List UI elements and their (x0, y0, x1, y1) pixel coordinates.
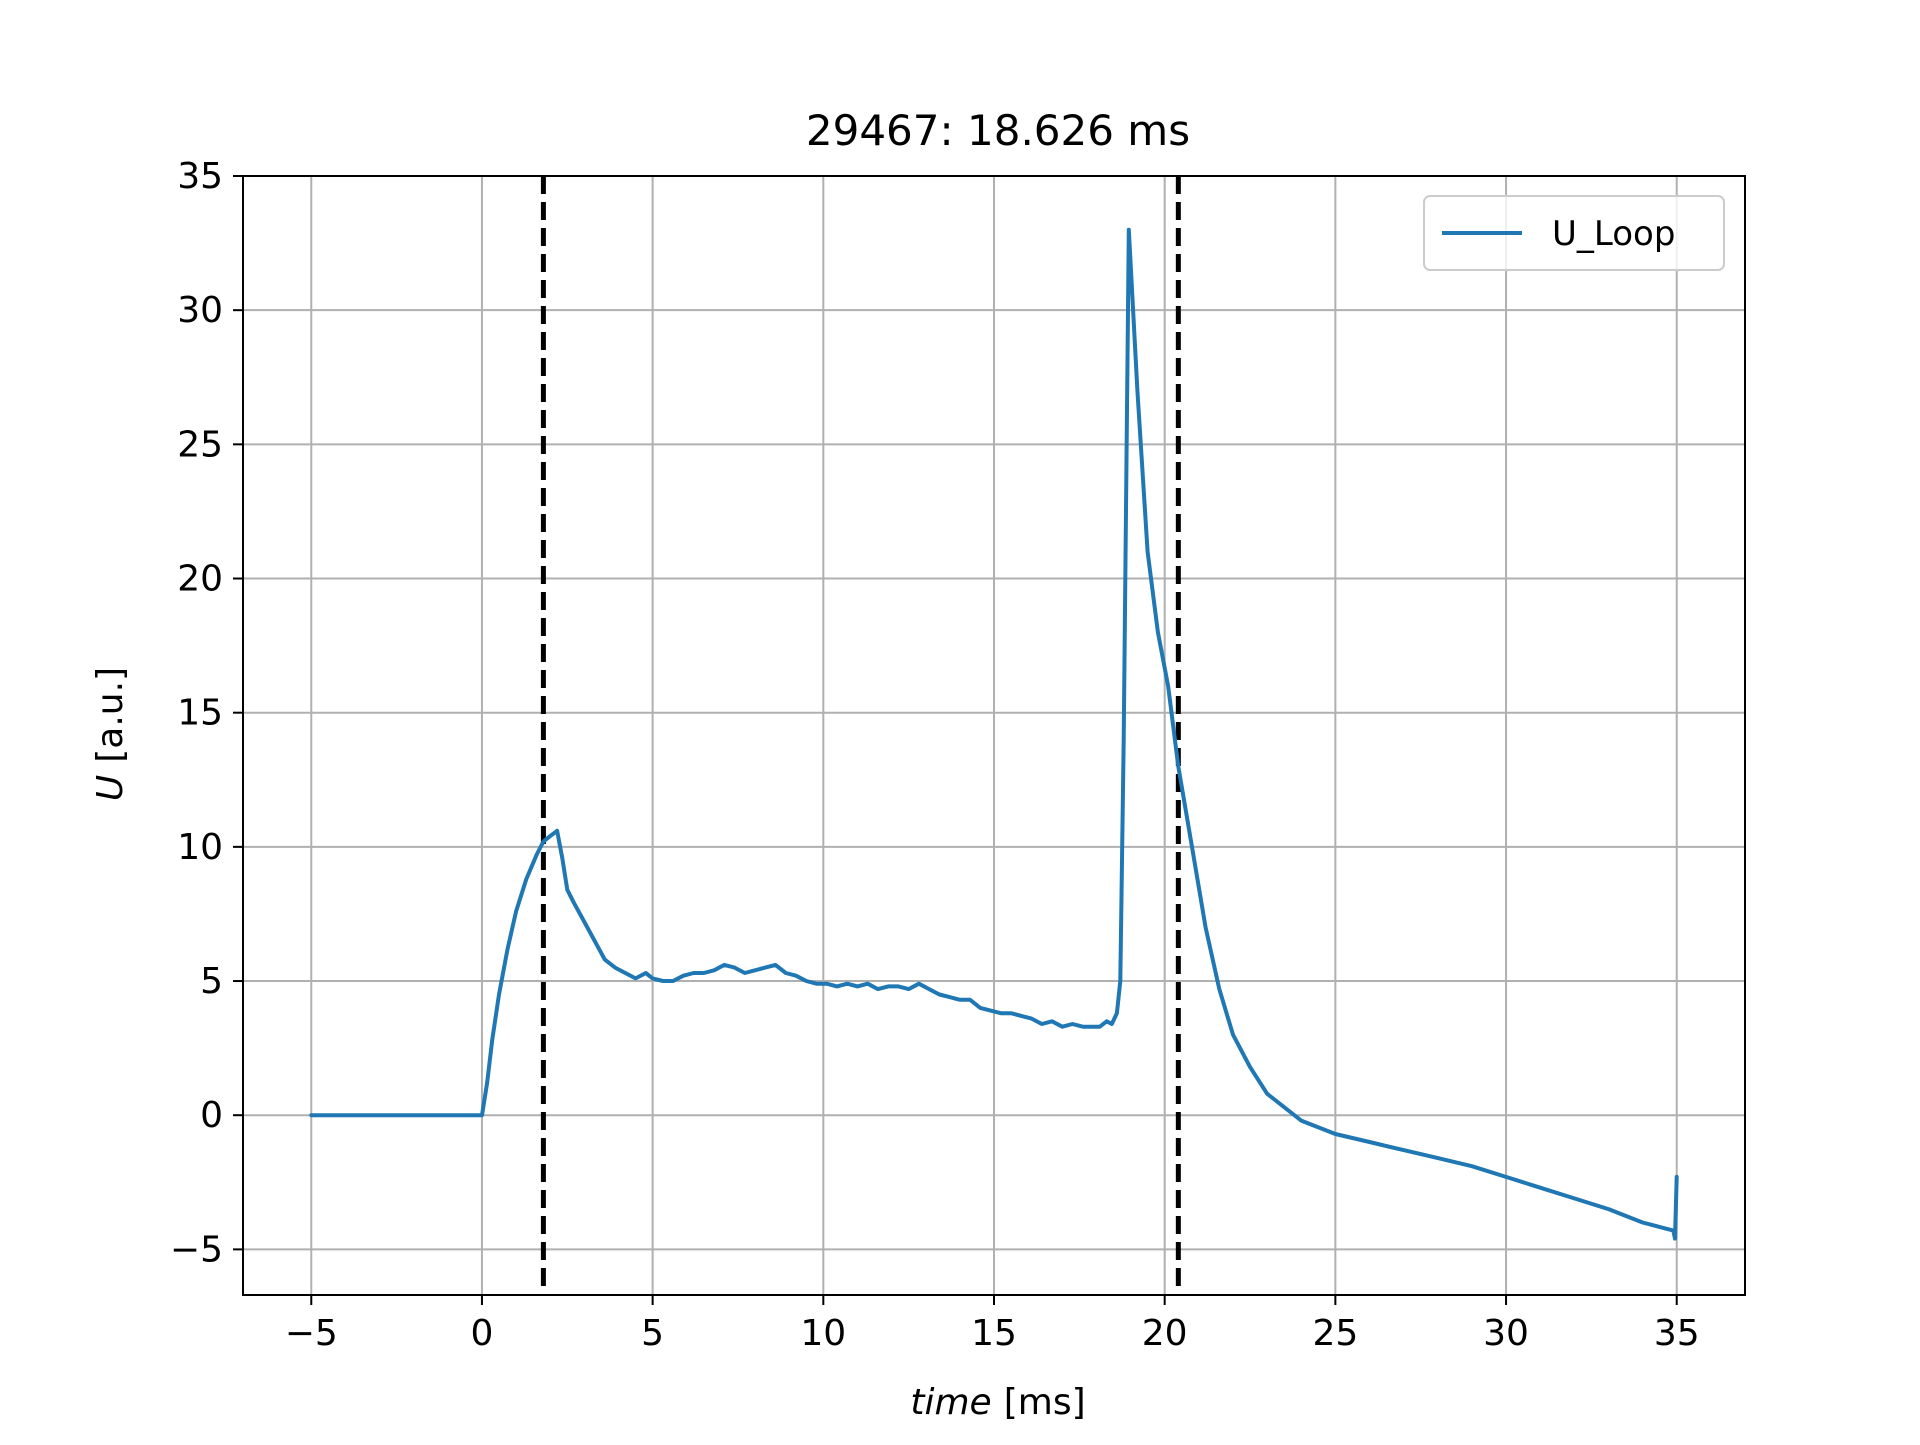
x-tick-label: 0 (471, 1313, 494, 1354)
y-axis-label-unit: [a.u.] (90, 667, 131, 763)
y-tick-label: 30 (177, 290, 223, 331)
y-tick-label: 5 (200, 961, 223, 1002)
y-tick-label: 10 (177, 827, 223, 868)
vertical-markers (540, 176, 1181, 1295)
x-axis-label-unit: [ms] (1004, 1382, 1086, 1423)
x-tick-label: −5 (285, 1313, 338, 1354)
y-tick-label: 20 (177, 559, 223, 600)
series-line-u-loop (309, 227, 1679, 1241)
series-layer (309, 227, 1679, 1241)
y-tick-label: 35 (177, 156, 223, 197)
x-tick-label: 35 (1654, 1313, 1700, 1354)
y-tick-label: 0 (200, 1095, 223, 1136)
x-tick-label: 30 (1483, 1313, 1529, 1354)
x-tick-label: 10 (800, 1313, 846, 1354)
x-tick-label: 20 (1142, 1313, 1188, 1354)
y-tick-label: −5 (170, 1229, 223, 1270)
x-tick-label: 5 (641, 1313, 664, 1354)
x-tick-label: 25 (1312, 1313, 1358, 1354)
y-axis-label-var: U (90, 775, 131, 801)
x-tick-label: 15 (971, 1313, 1017, 1354)
legend-label-u-loop: U_Loop (1552, 214, 1675, 254)
ticks: −5 0 5 10 15 20 25 30 35 −5 0 5 10 15 20 25 30 35 (170, 156, 1700, 1354)
chart-title: 29467: 18.626 ms (806, 106, 1190, 155)
grid (243, 175, 1745, 1295)
y-tick-label: 15 (177, 693, 223, 734)
legend: U_Loop (1423, 195, 1725, 271)
y-axis-label: U [a.u.] (90, 667, 131, 801)
x-axis-label: time [ms] (910, 1382, 1085, 1423)
x-axis-label-var: time (910, 1382, 991, 1423)
y-tick-label: 25 (177, 424, 223, 465)
legend-box (1423, 195, 1725, 271)
